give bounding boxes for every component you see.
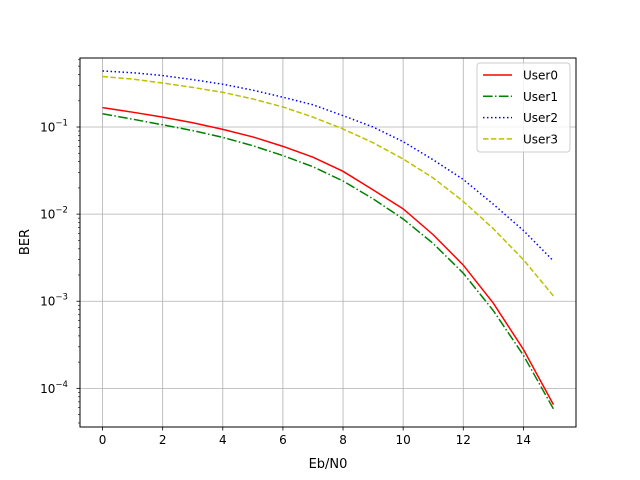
x-tick-label: 12 (456, 433, 471, 447)
legend-label: User3 (523, 132, 558, 146)
series-line-user3 (102, 75, 555, 297)
series-line-user0 (102, 106, 555, 406)
y-tick-label: 10−1 (40, 119, 68, 135)
series-lines (102, 70, 555, 410)
x-tick-label: 14 (516, 433, 531, 447)
legend-label: User0 (523, 69, 558, 83)
y-tick-label: 10−4 (40, 380, 68, 396)
x-tick-label: 8 (339, 433, 347, 447)
x-tick-label: 10 (396, 433, 411, 447)
series-line-user1 (102, 113, 555, 410)
x-tick-label: 6 (279, 433, 287, 447)
y-tick-label: 10−2 (40, 206, 68, 222)
legend-label: User2 (523, 111, 558, 125)
x-tick-label: 4 (219, 433, 227, 447)
y-axis-label: BER (18, 229, 33, 255)
legend-box (476, 62, 571, 153)
y-axis-ticks: 10−4 10−3 10−2 10−1 (40, 58, 80, 424)
plot-frame (79, 57, 577, 428)
legend-label: User1 (523, 90, 558, 104)
legend: User0 User1 User2 User3 (476, 62, 571, 153)
x-tick-label: 0 (99, 433, 107, 447)
x-axis-ticks: 0 2 4 6 8 10 12 14 (99, 427, 531, 447)
x-axis-label: Eb/N0 (309, 457, 348, 472)
y-tick-label: 10−3 (40, 293, 68, 309)
x-tick-label: 2 (159, 433, 167, 447)
